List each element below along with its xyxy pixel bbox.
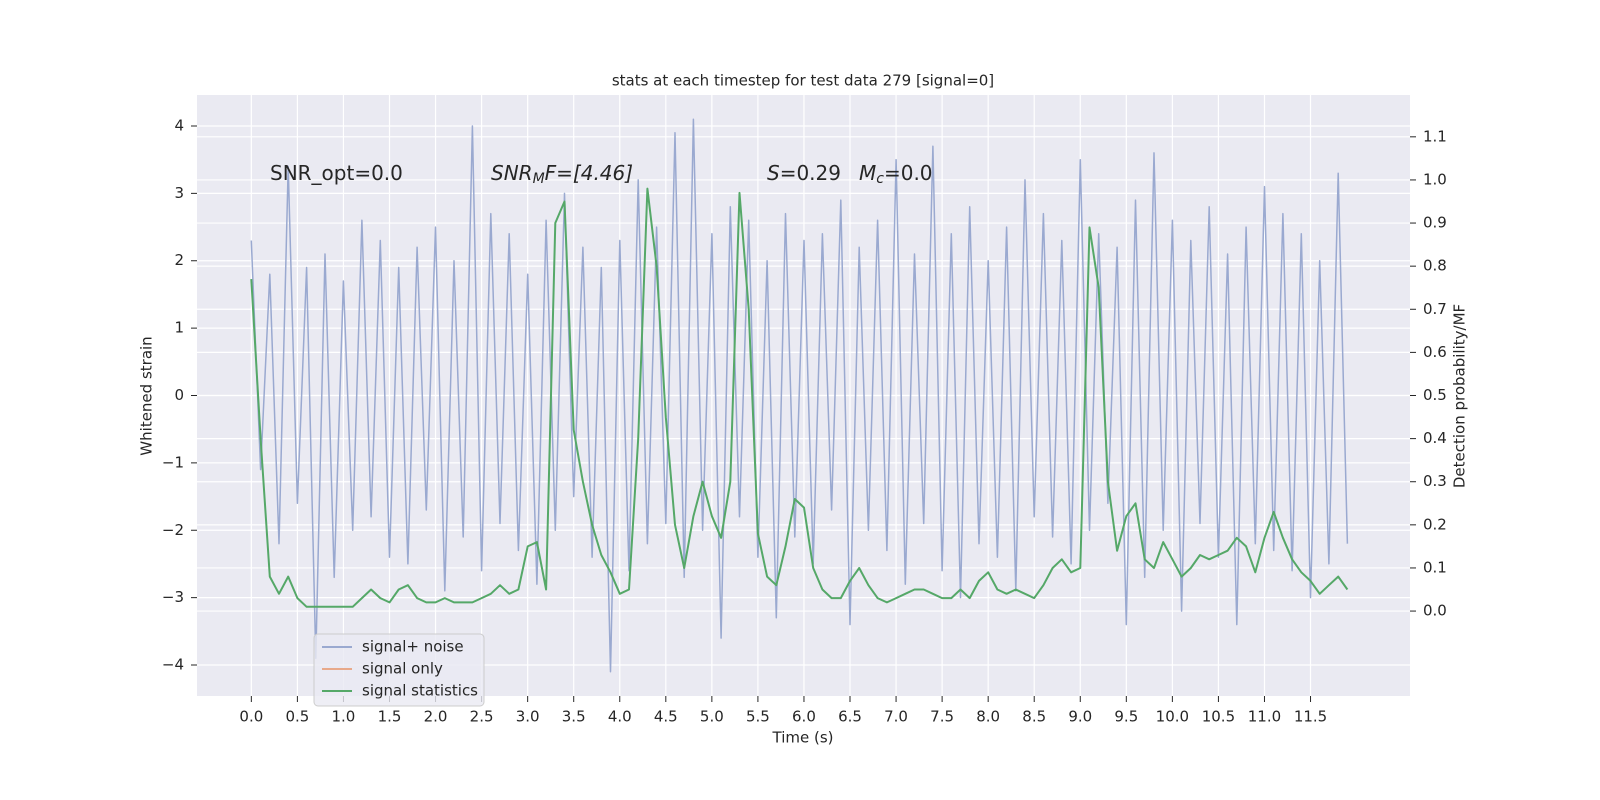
y2-tick-label: 1.0 [1423, 170, 1447, 188]
legend-label: signal+ noise [362, 638, 464, 656]
y-tick-label: −2 [162, 521, 184, 539]
annotation: S=0.29 Mc=0.0 [767, 161, 933, 188]
x-tick-label: 11.0 [1248, 708, 1281, 726]
x-tick-label: 0.0 [239, 708, 263, 726]
annotation-part: M [533, 171, 545, 187]
annotation: SNR_opt=0.0 [270, 161, 403, 185]
y2-tick-label: 0.6 [1423, 343, 1447, 361]
y2-axis-label: Detection probability/MF [1451, 304, 1469, 488]
annotation-part: c [876, 171, 884, 187]
annotation-part: F=[4.46] [545, 161, 633, 185]
annotation-part: =0.29 [780, 161, 841, 185]
x-tick-label: 1.5 [378, 708, 402, 726]
x-tick-label: 9.5 [1114, 708, 1138, 726]
y-tick-label: 3 [174, 184, 184, 202]
y-tick-label: −3 [162, 588, 184, 606]
x-tick-label: 7.5 [930, 708, 954, 726]
x-tick-label: 6.5 [838, 708, 862, 726]
chart-title: stats at each timestep for test data 279… [612, 72, 994, 90]
x-tick-label: 10.5 [1202, 708, 1235, 726]
x-tick-label: 8.0 [976, 708, 1000, 726]
x-tick-label: 4.0 [608, 708, 632, 726]
x-tick-label: 5.5 [746, 708, 770, 726]
legend: signal+ noise signal only signal statistic… [313, 633, 485, 707]
x-tick-label: 6.0 [792, 708, 816, 726]
y2-tick-label: 0.5 [1423, 386, 1447, 404]
annotation-part: SNR [491, 161, 533, 185]
x-tick-label: 4.5 [654, 708, 678, 726]
legend-label: signal only [362, 660, 443, 678]
y2-tick-label: 0.2 [1423, 515, 1447, 533]
x-tick-label: 3.5 [562, 708, 586, 726]
y2-tick-label: 0.8 [1423, 257, 1447, 275]
y-tick-label: −1 [162, 453, 184, 471]
series-line [250, 118, 1349, 673]
legend-box [313, 633, 485, 707]
x-tick-label: 9.0 [1068, 708, 1092, 726]
y-axis-label: Whitened strain [138, 336, 156, 455]
y2-tick-label: 0.3 [1423, 472, 1447, 490]
x-tick-label: 10.0 [1156, 708, 1189, 726]
x-tick-label: 2.5 [470, 708, 494, 726]
annotation-part: S [767, 161, 780, 185]
annotation: SNRMF=[4.46] [491, 161, 633, 188]
x-tick-label: 0.5 [285, 708, 309, 726]
marks [250, 118, 1349, 673]
y2-tick-label: 1.1 [1423, 127, 1447, 145]
y-tick-label: 1 [174, 319, 184, 337]
y2-tick-label: 0.1 [1423, 558, 1447, 576]
x-tick-label: 11.5 [1294, 708, 1327, 726]
y2-tick-label: 0.7 [1423, 300, 1447, 318]
y2-tick-label: 0.4 [1423, 429, 1447, 447]
x-axis-label: Time (s) [772, 729, 834, 747]
y-tick-label: −4 [162, 656, 184, 674]
series-line [250, 187, 1349, 608]
x-tick-label: 3.0 [516, 708, 540, 726]
x-tick-label: 5.0 [700, 708, 724, 726]
y2-tick-label: 0.9 [1423, 214, 1447, 232]
annotation-part: SNR_opt=0.0 [270, 161, 403, 185]
y-tick-label: 2 [174, 251, 184, 269]
y-tick-label: 4 [174, 116, 184, 134]
annotation-part: M [859, 161, 876, 185]
x-tick-label: 8.5 [1022, 708, 1046, 726]
x-tick-label: 2.0 [424, 708, 448, 726]
x-tick-label: 7.0 [884, 708, 908, 726]
legend-label: signal statistics [362, 682, 478, 700]
axes: 0.0 0.5 1.0 1.5 2.0 2.5 3.0 3.5 4.0 4.5 5.0 5.5 6.0 6… [162, 116, 1447, 725]
y-tick-label: 0 [174, 386, 184, 404]
y2-tick-label: 0.0 [1423, 602, 1447, 620]
x-tick-label: 1.0 [332, 708, 356, 726]
annotation-part: =0.0 [884, 161, 933, 185]
